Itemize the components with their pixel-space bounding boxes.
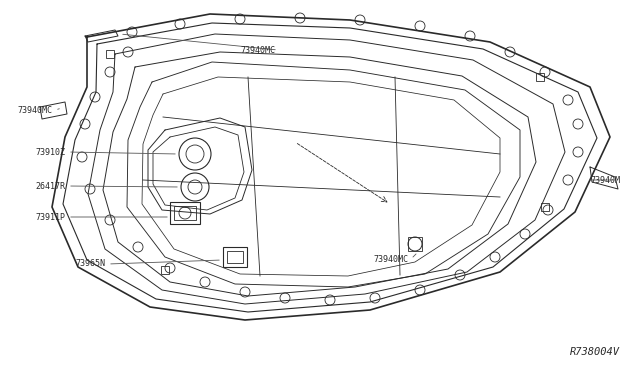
Bar [106, 50, 114, 58]
Text: 73940MC: 73940MC [240, 45, 275, 55]
Bar [223, 247, 247, 267]
Bar [174, 206, 196, 220]
Bar [170, 202, 200, 224]
Bar [536, 73, 544, 81]
Text: 73940M: 73940M [590, 176, 620, 185]
Text: 26417R: 26417R [35, 182, 65, 190]
Bar [227, 251, 243, 263]
Text: R738004V: R738004V [570, 347, 620, 357]
Bar [408, 237, 422, 251]
Bar [541, 203, 549, 211]
Text: 73940MC: 73940MC [17, 106, 52, 115]
Text: 73910Z: 73910Z [35, 148, 65, 157]
Text: 73965N: 73965N [75, 260, 105, 269]
Text: 73911P: 73911P [35, 212, 65, 221]
Bar [161, 266, 169, 274]
Text: 73940MC: 73940MC [373, 254, 408, 263]
